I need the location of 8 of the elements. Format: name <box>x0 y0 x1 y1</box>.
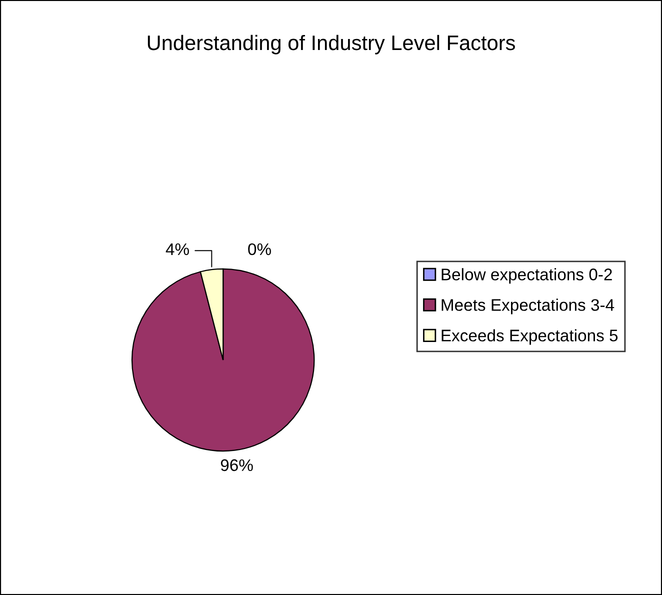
legend-label: Exceeds Expectations 5 <box>442 329 618 345</box>
data-label: 4% <box>166 243 189 256</box>
text: 0% <box>248 243 271 256</box>
legend-label: Meets Expectations 3-4 <box>442 298 614 314</box>
legend-label: Below expectations 0-2 <box>442 268 612 284</box>
data-label: 96% <box>220 459 253 472</box>
pie-slice <box>131 268 315 452</box>
chart-title: Understanding of Industry Level Factors <box>148 34 515 54</box>
